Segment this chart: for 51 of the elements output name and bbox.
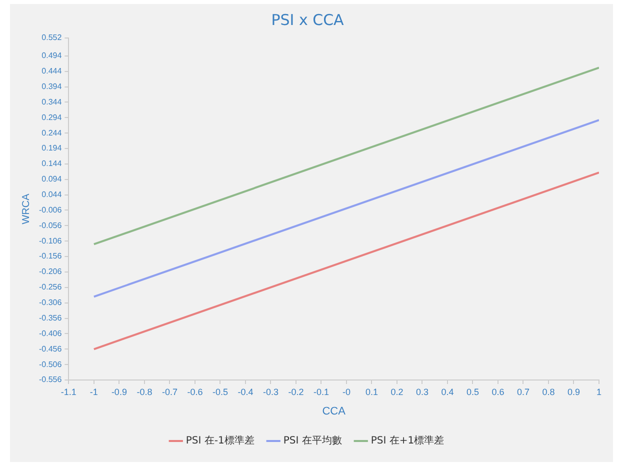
x-tick-label: -0.4 — [238, 386, 254, 397]
x-tick-label: 0.3 — [416, 386, 428, 397]
x-tick-label: -0.9 — [111, 386, 127, 397]
x-tick-label: -0.5 — [212, 386, 228, 397]
y-tick-label: -0.556 — [38, 375, 62, 384]
y-tick-label: -0.006 — [38, 205, 62, 214]
x-tick-label: -1.1 — [60, 386, 76, 397]
x-axis-title: CCA — [322, 405, 346, 418]
x-tick-label: -0.2 — [288, 386, 304, 397]
x-tick-label: -0.3 — [262, 386, 278, 397]
y-tick-label: -0.506 — [38, 360, 62, 369]
x-tick-label: 0.7 — [516, 386, 530, 397]
x-tick-label: -0.7 — [162, 386, 178, 397]
legend-label: PSI 在平均數 — [283, 434, 342, 447]
x-tick-label: 0.6 — [492, 386, 504, 397]
y-tick-label: -0.206 — [38, 267, 62, 276]
x-tick-label: -0.6 — [187, 386, 203, 397]
x-tick-label: -0 — [342, 386, 350, 397]
y-tick-label: 0.344 — [42, 97, 62, 106]
y-tick-label: -0.406 — [38, 328, 62, 338]
y-tick-label: -0.106 — [38, 236, 62, 246]
legend-label: PSI 在+1標準差 — [370, 434, 444, 447]
y-tick-label: 0.094 — [42, 174, 62, 184]
y-tick-label: 0.494 — [42, 51, 62, 60]
y-tick-label: -0.156 — [38, 252, 62, 261]
x-tick-label: 0.1 — [365, 386, 378, 397]
y-axis-title: WRCA — [20, 193, 32, 224]
legend-label: PSI 在-1標準差 — [186, 434, 254, 447]
y-tick-label: -0.056 — [38, 220, 62, 230]
x-tick-label: 0.9 — [567, 386, 580, 397]
x-tick-label: -0.1 — [313, 386, 329, 397]
y-tick-label: 0.444 — [42, 66, 62, 76]
x-tick-label: -1 — [90, 386, 98, 397]
x-tick-label: 1 — [596, 386, 602, 397]
y-tick-label: 0.294 — [42, 112, 62, 122]
y-tick-label: 0.194 — [42, 144, 62, 153]
y-tick-label: -0.356 — [38, 313, 62, 322]
chart-title: PSI x CCA — [271, 10, 345, 29]
y-tick-label: 0.244 — [42, 128, 62, 138]
y-tick-label: -0.256 — [38, 282, 62, 292]
x-tick-label: 0.8 — [542, 386, 555, 397]
y-tick-label: 0.394 — [42, 82, 62, 91]
x-tick-label: 0.5 — [466, 386, 479, 397]
y-tick-label: -0.306 — [38, 298, 62, 308]
x-tick-label: 0.4 — [441, 386, 454, 397]
x-tick-label: -0.8 — [136, 386, 152, 397]
y-tick-label: 0.552 — [42, 33, 62, 42]
y-tick-label: -0.456 — [38, 344, 62, 354]
y-tick-label: 0.044 — [42, 190, 62, 200]
y-tick-label: 0.144 — [42, 159, 62, 168]
x-tick-label: 0.2 — [390, 386, 404, 397]
